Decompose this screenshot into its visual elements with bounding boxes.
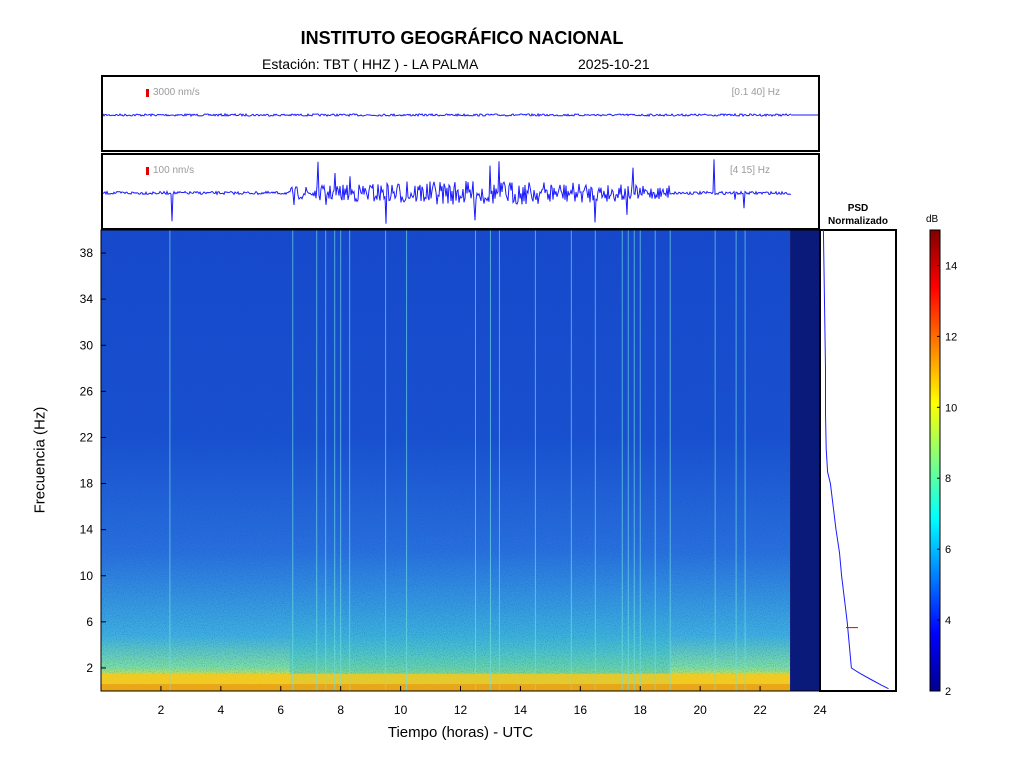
- filtered-seismogram: [103, 159, 791, 224]
- psd-title-line: PSD: [847, 203, 869, 214]
- scale-label-2: 100 nm/s: [153, 165, 195, 176]
- low-frequency-band-core: [101, 684, 791, 691]
- y-tick-label: 30: [80, 338, 94, 352]
- x-tick-label: 14: [514, 703, 528, 717]
- x-tick-label: 20: [693, 703, 707, 717]
- x-tick-label: 18: [634, 703, 648, 717]
- broadband-trace-panel: 3000 nm/s [0.1 40] Hz: [101, 75, 820, 152]
- x-tick-label: 16: [574, 703, 588, 717]
- x-tick-label: 10: [394, 703, 408, 717]
- x-tick-label: 24: [813, 703, 827, 717]
- colorbar-tick-label: 14: [945, 260, 957, 272]
- psd-curve: [822, 229, 889, 690]
- psd-frame: [819, 229, 897, 692]
- x-tick-label: 22: [753, 703, 767, 717]
- spectrogram-texture: [101, 230, 791, 691]
- station-label: Estación: TBT ( HHZ ) - LA PALMA: [262, 56, 479, 72]
- y-tick-label: 2: [86, 661, 93, 675]
- spectrogram: [101, 230, 820, 691]
- scale-label-1: 3000 nm/s: [153, 87, 200, 98]
- y-tick-label: 22: [80, 430, 94, 444]
- scale-marker-1: [146, 89, 149, 97]
- no-data-region: [790, 230, 820, 691]
- x-axis-label: Tiempo (horas) - UTC: [387, 724, 534, 741]
- psd-title-line: Normalizado: [827, 216, 888, 227]
- colorbar-tick-label: 10: [945, 402, 957, 414]
- filtered-trace-panel: 100 nm/s [4 15] Hz: [101, 153, 820, 230]
- psd-panel: [819, 229, 897, 692]
- psd-title-text: PSD Normalizado: [820, 202, 896, 228]
- y-tick-label: 38: [80, 246, 94, 260]
- x-tick-label: 12: [454, 703, 468, 717]
- colorbar-unit: dB: [926, 214, 939, 225]
- colorbar: 2 4 6 8 10 12 14: [929, 229, 957, 698]
- y-tick-label: 34: [80, 292, 94, 306]
- colorbar-gradient: [929, 229, 941, 692]
- colorbar-tick-label: 4: [945, 615, 951, 627]
- chart-title: INSTITUTO GEOGRÁFICO NACIONAL: [300, 28, 624, 48]
- colorbar-tick-label: 12: [945, 331, 957, 343]
- x-tick-label: 2: [158, 703, 165, 717]
- x-tick-label: 8: [337, 703, 344, 717]
- x-tick-label: 4: [217, 703, 224, 717]
- y-tick-label: 6: [86, 615, 93, 629]
- colorbar-tick-label: 6: [945, 544, 951, 556]
- y-tick-label: 26: [80, 384, 94, 398]
- broadband-seismogram: [103, 112, 818, 118]
- psd-title: PSD Normalizado: [820, 202, 896, 228]
- y-tick-label: 18: [80, 477, 94, 491]
- date-label: 2025-10-21: [578, 56, 650, 72]
- colorbar-tick-label: 2: [945, 686, 951, 698]
- scale-marker-2: [146, 167, 149, 175]
- band-label-2: [4 15] Hz: [729, 165, 770, 176]
- x-tick-label: 6: [277, 703, 284, 717]
- colorbar-tick-label: 8: [945, 473, 951, 485]
- y-tick-label: 14: [80, 523, 94, 537]
- y-axis-label: Frecuencia (Hz): [31, 406, 49, 514]
- y-tick-label: 10: [80, 569, 94, 583]
- band-label-1: [0.1 40] Hz: [731, 87, 780, 98]
